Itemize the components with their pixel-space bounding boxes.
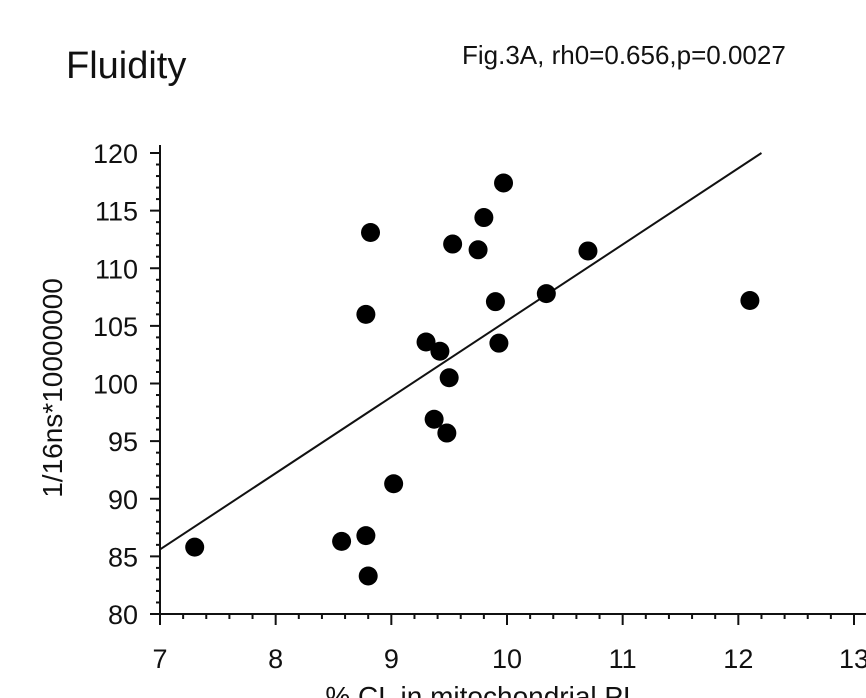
y-tick-label: 115	[95, 197, 138, 227]
data-point	[384, 474, 404, 494]
chart-title: Fluidity	[66, 45, 186, 87]
y-tick-labels: 80 85 90 95 100 105 110 115 120	[93, 139, 138, 630]
y-tick-label: 90	[108, 485, 138, 515]
data-point	[424, 409, 444, 429]
x-tick-label: 8	[268, 644, 283, 674]
data-point	[361, 223, 381, 243]
data-point	[489, 333, 509, 353]
x-major-ticks	[159, 614, 855, 625]
x-tick-label: 13	[839, 644, 866, 674]
x-tick-label: 12	[723, 644, 753, 674]
data-point	[468, 240, 488, 260]
y-tick-label: 120	[93, 139, 138, 169]
data-point	[740, 291, 760, 311]
y-minor-ticks	[156, 163, 160, 604]
data-point	[356, 304, 376, 324]
x-minor-ticks	[182, 614, 832, 619]
y-tick-label: 100	[93, 370, 138, 400]
y-tick-label: 85	[108, 542, 138, 572]
data-point	[536, 284, 556, 304]
x-tick-label: 9	[384, 644, 399, 674]
data-point	[185, 537, 205, 557]
x-tick-label: 11	[609, 644, 637, 674]
data-points	[185, 173, 760, 586]
chart-subtitle: Fig.3A, rh0=0.656,p=0.0027	[462, 40, 786, 70]
x-tick-label: 7	[152, 644, 167, 674]
data-point	[358, 566, 378, 586]
data-point	[356, 526, 376, 546]
y-axis-title: 1/16ns*10000000	[37, 278, 68, 498]
x-tick-labels: 7 8 9 10 11 12 13	[152, 644, 866, 674]
data-point	[494, 173, 514, 193]
data-point	[474, 208, 494, 228]
x-axis-title: % CL in mitochondrial PL	[325, 681, 638, 698]
y-tick-label: 110	[95, 254, 138, 284]
data-point	[332, 531, 352, 551]
data-point	[416, 332, 436, 352]
x-tick-label: 10	[492, 644, 522, 674]
y-tick-label: 80	[108, 600, 138, 630]
y-major-ticks	[150, 152, 160, 615]
fit-line	[159, 152, 763, 551]
data-point	[578, 241, 598, 261]
data-point	[439, 368, 459, 388]
data-point	[437, 423, 457, 443]
y-tick-label: 105	[93, 312, 138, 342]
data-point	[430, 341, 450, 361]
data-point	[485, 292, 505, 312]
data-point	[443, 234, 463, 254]
y-tick-label: 95	[108, 427, 138, 457]
